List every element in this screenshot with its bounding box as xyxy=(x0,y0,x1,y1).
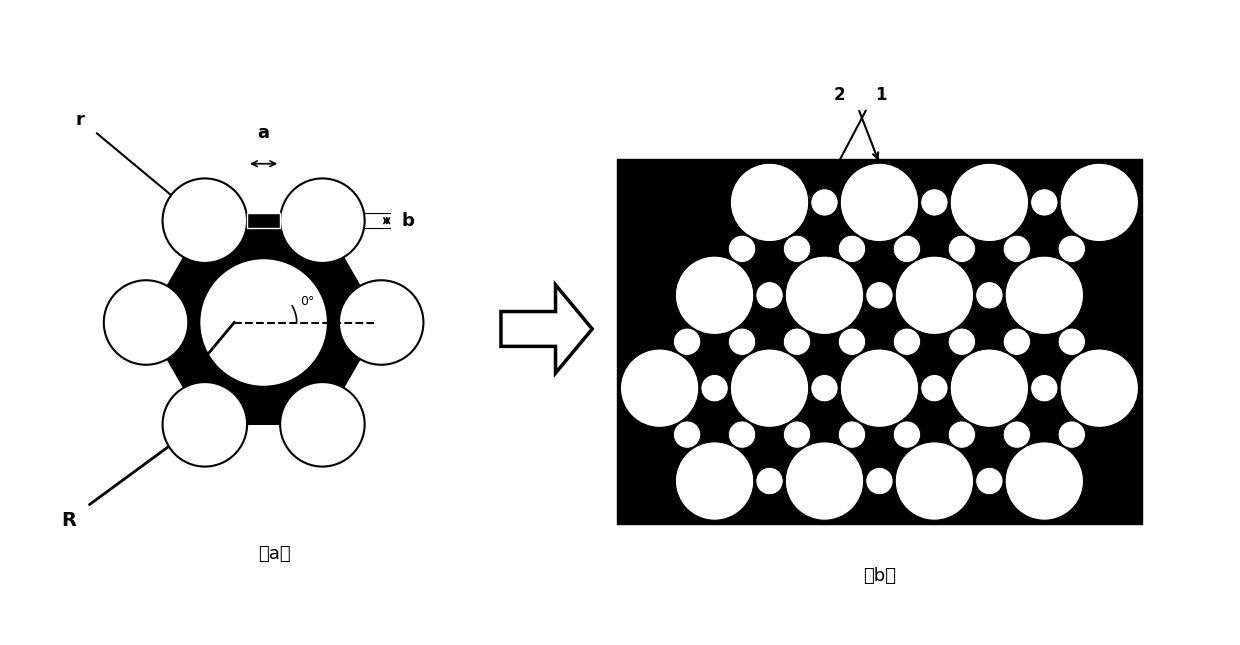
Circle shape xyxy=(104,280,188,365)
Circle shape xyxy=(730,349,808,428)
Text: b: b xyxy=(402,212,414,230)
Circle shape xyxy=(676,256,754,335)
Circle shape xyxy=(1058,235,1085,263)
Circle shape xyxy=(785,442,864,521)
Text: 1: 1 xyxy=(875,86,887,104)
Circle shape xyxy=(950,349,1028,428)
Circle shape xyxy=(838,235,866,263)
Circle shape xyxy=(673,421,701,448)
Circle shape xyxy=(730,163,808,242)
Circle shape xyxy=(811,189,838,216)
Circle shape xyxy=(1006,442,1084,521)
Text: （b）: （b） xyxy=(863,567,897,585)
Circle shape xyxy=(280,179,365,263)
Circle shape xyxy=(841,349,919,428)
Circle shape xyxy=(701,375,728,402)
Circle shape xyxy=(1003,235,1030,263)
Text: R: R xyxy=(62,511,77,530)
Circle shape xyxy=(784,421,811,448)
Circle shape xyxy=(162,179,247,263)
Circle shape xyxy=(280,382,365,466)
Circle shape xyxy=(1060,163,1138,242)
Text: 0°: 0° xyxy=(300,295,315,308)
Polygon shape xyxy=(146,221,381,424)
Circle shape xyxy=(838,328,866,355)
Circle shape xyxy=(893,328,920,355)
Circle shape xyxy=(976,282,1003,309)
Circle shape xyxy=(921,189,949,216)
Circle shape xyxy=(841,163,919,242)
Circle shape xyxy=(893,421,920,448)
Circle shape xyxy=(676,442,754,521)
Circle shape xyxy=(200,258,327,387)
Circle shape xyxy=(620,349,699,428)
Text: a: a xyxy=(258,124,269,142)
Circle shape xyxy=(728,235,755,263)
Circle shape xyxy=(728,421,755,448)
Circle shape xyxy=(866,282,893,309)
Circle shape xyxy=(1003,328,1030,355)
Circle shape xyxy=(1060,349,1138,428)
Circle shape xyxy=(1030,189,1058,216)
Circle shape xyxy=(949,328,976,355)
Circle shape xyxy=(949,421,976,448)
Circle shape xyxy=(950,163,1028,242)
Text: （a）: （a） xyxy=(258,545,291,563)
Circle shape xyxy=(895,442,973,521)
Circle shape xyxy=(785,256,864,335)
Bar xyxy=(247,213,280,228)
Circle shape xyxy=(811,375,838,402)
Circle shape xyxy=(784,328,811,355)
Circle shape xyxy=(1058,421,1085,448)
Circle shape xyxy=(162,382,247,466)
Circle shape xyxy=(976,468,1003,495)
Circle shape xyxy=(1030,375,1058,402)
Circle shape xyxy=(1003,421,1030,448)
Circle shape xyxy=(921,375,949,402)
Circle shape xyxy=(756,282,784,309)
Circle shape xyxy=(1058,328,1085,355)
Polygon shape xyxy=(616,159,1142,524)
Circle shape xyxy=(784,235,811,263)
Text: 2: 2 xyxy=(833,86,846,104)
Circle shape xyxy=(866,468,893,495)
Circle shape xyxy=(1006,256,1084,335)
Circle shape xyxy=(893,235,920,263)
Circle shape xyxy=(728,328,755,355)
Circle shape xyxy=(895,256,973,335)
Circle shape xyxy=(756,468,784,495)
Circle shape xyxy=(673,328,701,355)
Polygon shape xyxy=(501,285,593,373)
Circle shape xyxy=(339,280,423,365)
Text: r: r xyxy=(76,112,84,130)
Circle shape xyxy=(838,421,866,448)
Circle shape xyxy=(949,235,976,263)
